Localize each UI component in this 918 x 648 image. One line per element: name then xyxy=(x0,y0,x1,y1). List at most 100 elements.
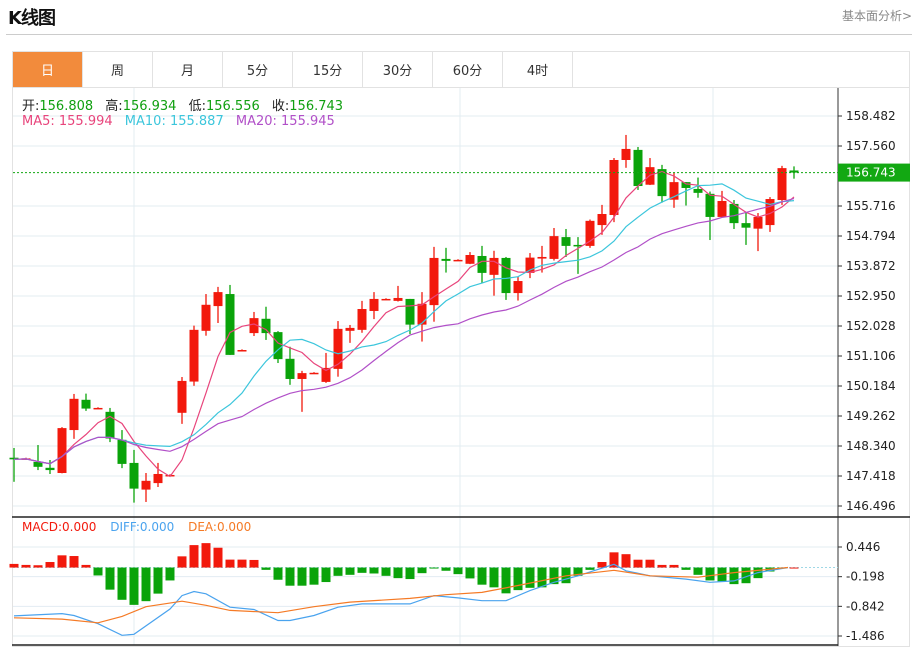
macd-bar xyxy=(393,567,403,579)
candle-up xyxy=(297,373,307,379)
price-tick-label: 152.028 xyxy=(846,319,896,333)
candle-down xyxy=(729,203,739,224)
tab-15min[interactable]: 15分 xyxy=(293,52,363,87)
ma20-legend: MA20: 155.945 xyxy=(235,114,335,129)
macd-bar xyxy=(45,562,55,568)
macd-bar xyxy=(225,559,235,568)
macd-bar xyxy=(201,543,211,568)
candle-up xyxy=(369,298,379,311)
period-tabs: 日 周 月 5分 15分 30分 60分 4时 xyxy=(12,51,910,87)
macd-bar xyxy=(501,567,511,594)
candle-up xyxy=(357,309,367,330)
macd-bar xyxy=(237,559,247,568)
ohlc-info: 开:156.808 高:156.934 低:156.556 收:156.743 xyxy=(22,95,351,114)
candle-down xyxy=(273,332,283,360)
candle-down xyxy=(117,439,127,464)
macd-bar xyxy=(189,545,199,568)
candle-up xyxy=(453,259,463,262)
tab-day[interactable]: 日 xyxy=(13,52,83,87)
candle-down xyxy=(477,255,487,273)
candle-down xyxy=(33,461,43,467)
candle-up xyxy=(777,168,787,201)
macd-bar xyxy=(81,564,91,568)
tab-5min[interactable]: 5分 xyxy=(223,52,293,87)
macd-bar xyxy=(525,567,535,588)
price-tick-label: 146.496 xyxy=(846,499,896,513)
macd-bar xyxy=(261,567,271,570)
price-tick-label: 152.950 xyxy=(846,289,896,303)
candles xyxy=(9,134,799,503)
ma-legend: MA5: 155.994 MA10: 155.887 MA20: 155.945 xyxy=(22,114,343,129)
dea-line xyxy=(13,566,789,624)
price-tick-label: 155.716 xyxy=(846,199,896,213)
tab-month[interactable]: 月 xyxy=(153,52,223,87)
candle-down xyxy=(405,298,415,325)
candle-up xyxy=(585,220,595,246)
macd-bar xyxy=(669,564,679,568)
macd-bar xyxy=(585,567,595,570)
ma5-line xyxy=(13,170,795,478)
price-tick-label: 154.794 xyxy=(846,229,896,243)
macd-legend: MACD:0.000 DIFF:0.000 DEA:0.000 xyxy=(22,520,261,534)
macd-bar xyxy=(357,567,367,573)
fundamental-analysis-link[interactable]: 基本面分析> xyxy=(841,9,912,23)
candle-down xyxy=(501,257,511,294)
macd-bar xyxy=(117,567,127,600)
candle-down xyxy=(681,182,691,188)
macd-bar xyxy=(93,567,103,576)
price-tick-label: 148.340 xyxy=(846,439,896,453)
candle-up xyxy=(525,257,535,273)
macd-bar xyxy=(309,567,319,585)
macd-bar xyxy=(69,556,79,568)
candle-up xyxy=(177,380,187,413)
macd-bar xyxy=(465,567,475,579)
tab-4hour[interactable]: 4时 xyxy=(503,52,573,87)
close-value: 156.743 xyxy=(289,99,344,114)
macd-tick-label: -0.842 xyxy=(846,599,885,613)
last-price-label: 156.743 xyxy=(846,166,896,180)
price-tick-label: 153.872 xyxy=(846,259,896,273)
candle-up xyxy=(381,298,391,301)
macd-bar xyxy=(249,559,259,568)
ma5-legend: MA5: 155.994 xyxy=(22,114,113,129)
candle-down xyxy=(789,170,799,173)
close-label: 收: xyxy=(271,99,290,114)
candle-down xyxy=(261,318,271,334)
tab-week[interactable]: 周 xyxy=(83,52,153,87)
macd-bar xyxy=(345,567,355,575)
macd-bar xyxy=(705,567,715,581)
macd-bar xyxy=(381,567,391,576)
macd-legend-value: MACD:0.000 xyxy=(22,520,97,534)
macd-bar xyxy=(153,567,163,594)
candle-down xyxy=(633,149,643,187)
macd-bar xyxy=(333,567,343,576)
macd-bar xyxy=(693,567,703,575)
macd-bar xyxy=(9,563,19,568)
diff-legend-value: DIFF:0.000 xyxy=(110,520,175,534)
open-label: 开: xyxy=(22,99,40,114)
tab-30min[interactable]: 30分 xyxy=(363,52,433,87)
macd-bar xyxy=(741,567,751,584)
ma10-line xyxy=(13,183,795,465)
candle-up xyxy=(489,257,499,275)
candle-up xyxy=(153,473,163,484)
macd-bar xyxy=(453,567,463,575)
candle-down xyxy=(81,399,91,409)
macd-bar xyxy=(165,567,175,581)
high-value: 156.934 xyxy=(122,99,177,114)
macd-bar xyxy=(141,567,151,602)
candle-up xyxy=(621,148,631,160)
price-tick-label: 157.560 xyxy=(846,139,896,153)
macd-bar xyxy=(285,567,295,586)
candle-up xyxy=(513,281,523,294)
candle-down xyxy=(573,244,583,247)
candle-up xyxy=(213,292,223,307)
candle-up xyxy=(189,329,199,382)
tab-60min[interactable]: 60分 xyxy=(433,52,503,87)
candle-down xyxy=(705,193,715,217)
candle-down xyxy=(105,411,115,439)
candle-down xyxy=(657,169,667,197)
macd-bar xyxy=(645,559,655,568)
ma10-legend: MA10: 155.887 xyxy=(124,114,224,129)
